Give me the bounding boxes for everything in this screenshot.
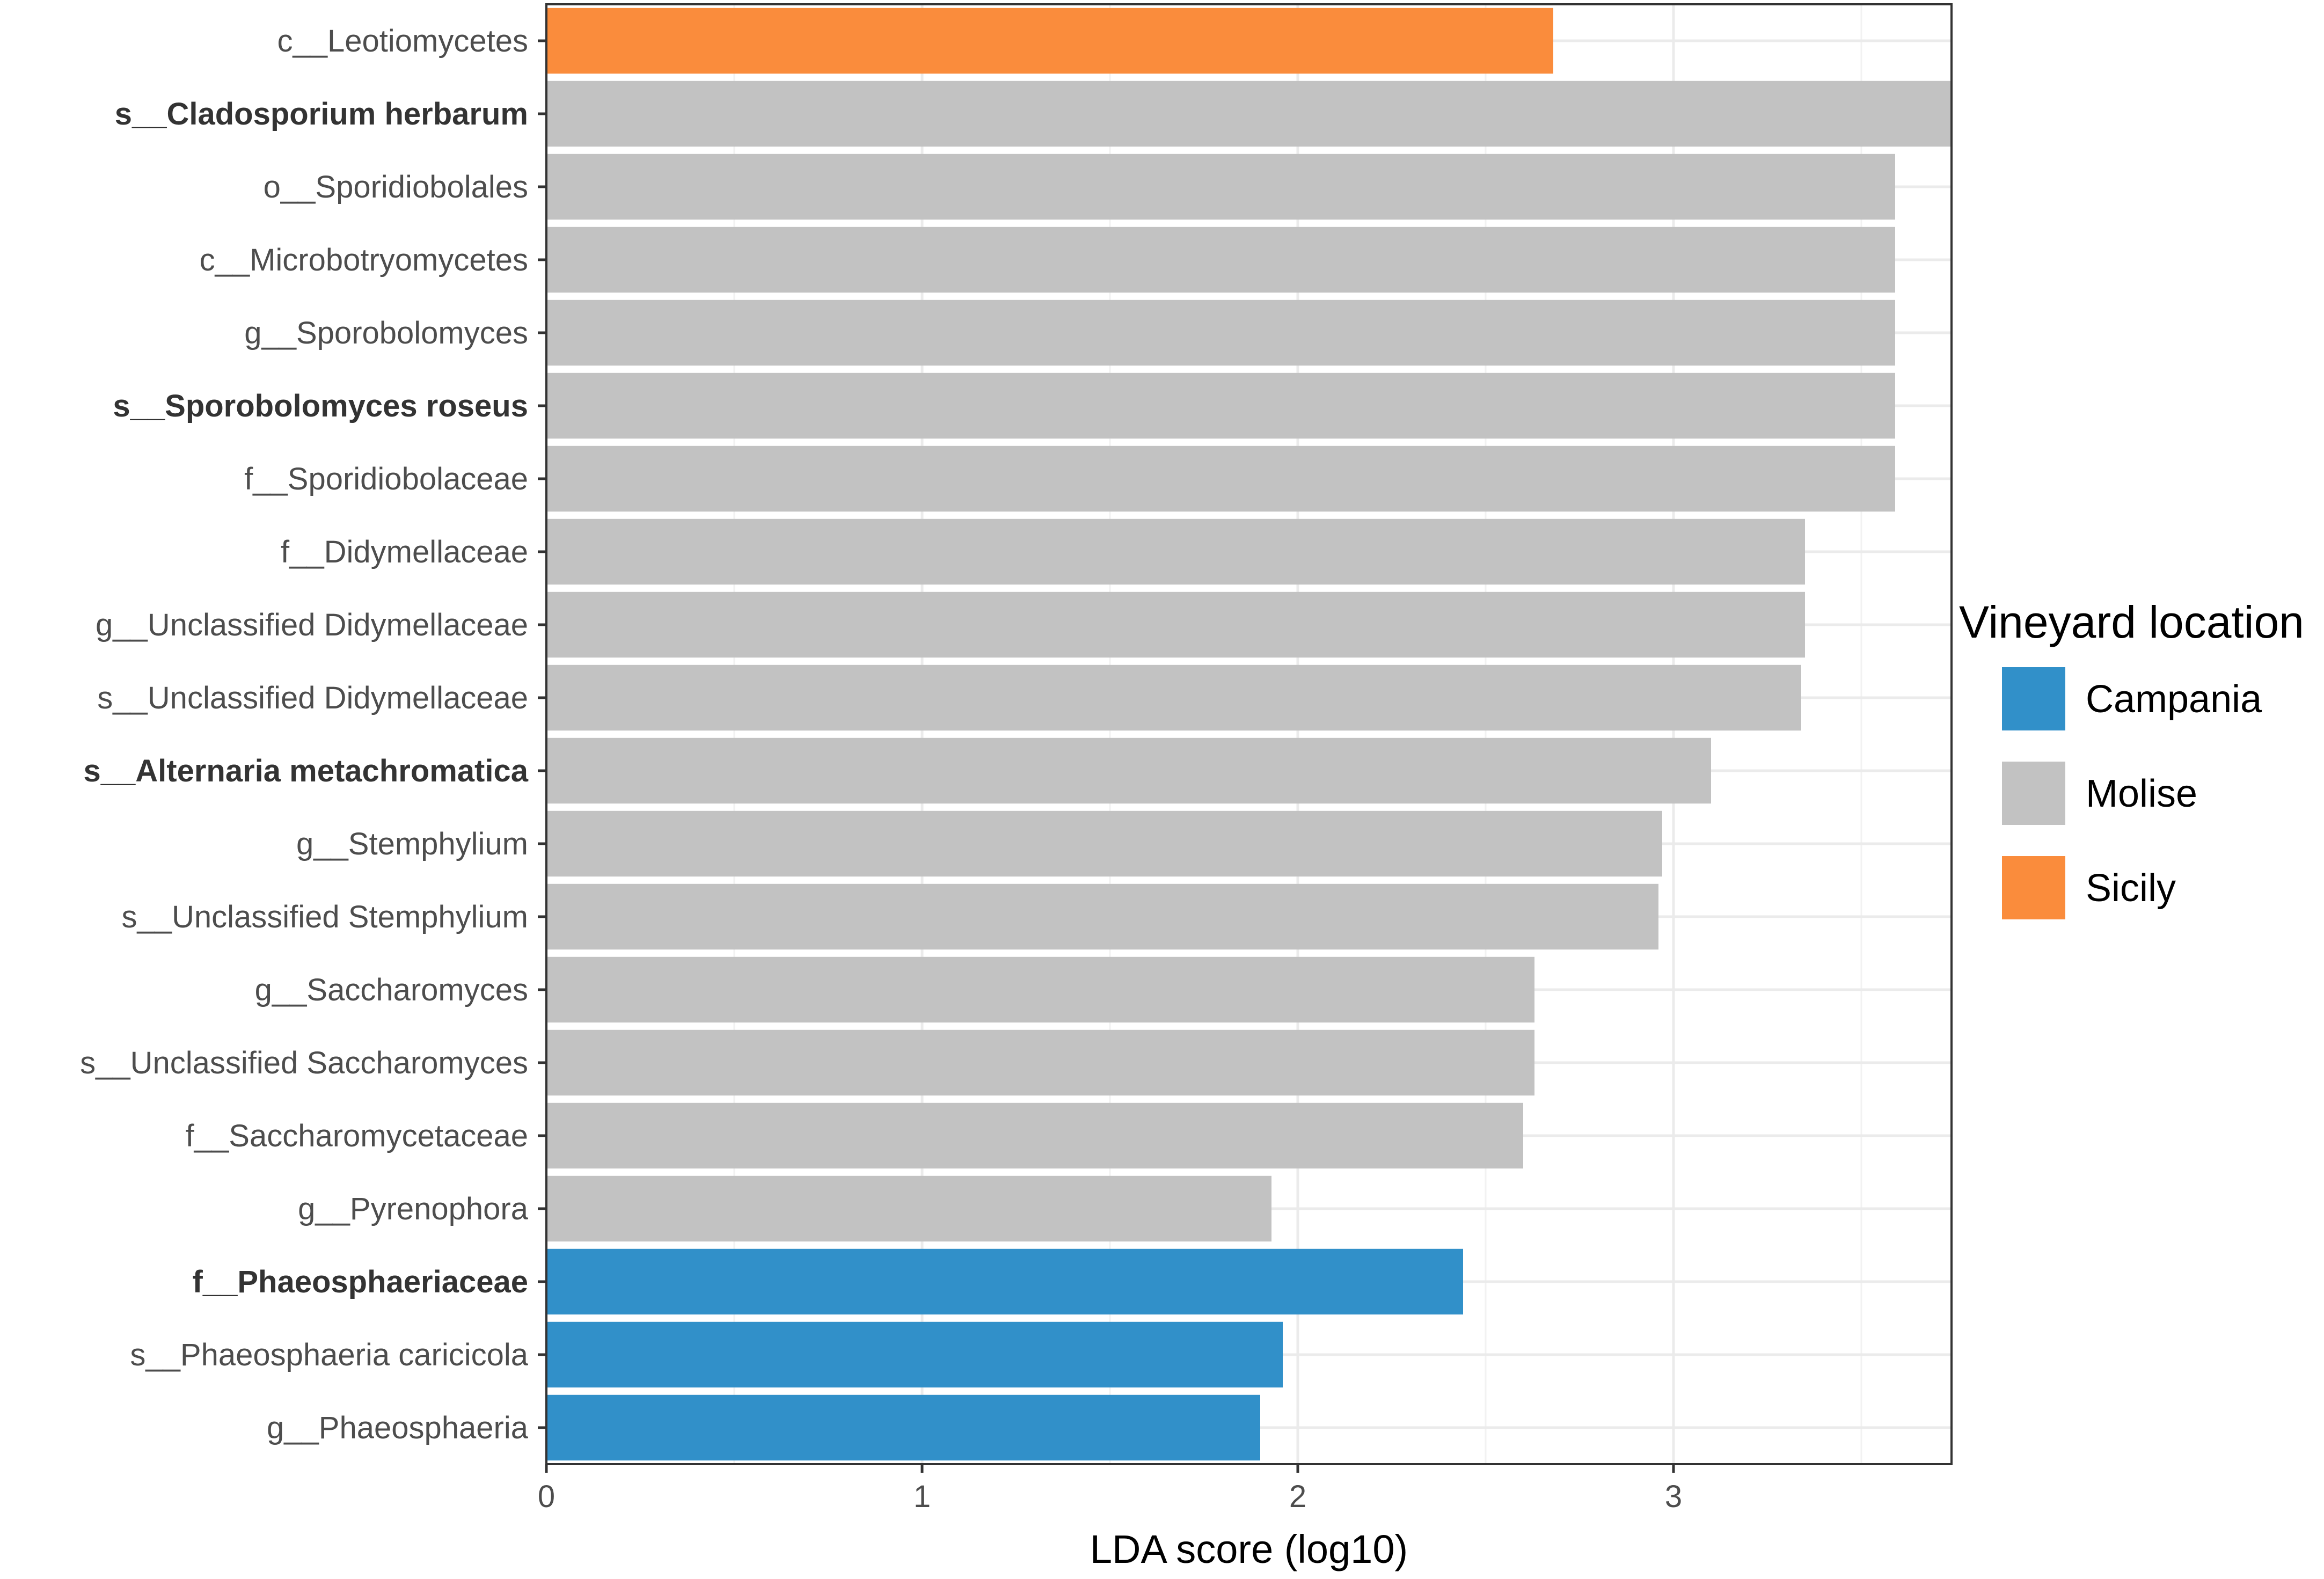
bar [546, 1029, 1534, 1096]
category-label: s__Unclassified Didymellaceae [97, 681, 528, 715]
bars [546, 8, 1952, 1461]
category-label: f__Saccharomycetaceae [186, 1119, 528, 1153]
x-axis-ticks: 0 1 2 3 [538, 1464, 1682, 1514]
x-tick-label: 2 [1289, 1479, 1306, 1514]
category-label: s__Unclassified Saccharomyces [80, 1046, 528, 1080]
category-label: g__Stemphylium [296, 827, 528, 861]
bar [546, 1175, 1271, 1242]
bar [546, 518, 1805, 585]
category-label: f__Phaeosphaeriaceae [193, 1264, 528, 1299]
category-label: f__Didymellaceae [281, 535, 528, 569]
legend-label: Campania [2086, 678, 2262, 721]
x-tick-label: 0 [538, 1479, 555, 1514]
category-label: g__Pyrenophora [298, 1191, 529, 1226]
category-label: s__Alternaria metachromatica [83, 754, 528, 788]
bar [546, 883, 1658, 950]
legend-entries: Campania Molise Sicily [2002, 667, 2262, 919]
category-labels: c__Leotiomycetes s__Cladosporium herbarum… [80, 24, 546, 1445]
bar [546, 299, 1895, 366]
legend-title: Vineyard location [1959, 597, 2304, 647]
category-label: f__Sporidiobolaceae [244, 462, 528, 496]
category-label: g__Sporobolomyces [244, 316, 528, 350]
x-tick-label: 3 [1665, 1479, 1682, 1514]
bar [546, 664, 1801, 731]
legend-swatch [2002, 762, 2065, 825]
category-label: g__Phaeosphaeria [267, 1410, 529, 1445]
x-axis-title: LDA score (log10) [1090, 1527, 1408, 1571]
bar [546, 737, 1711, 804]
bar [546, 956, 1534, 1023]
plot-background [546, 4, 1952, 1464]
bar [546, 1102, 1523, 1169]
bar [546, 372, 1895, 439]
category-label: s__Sporobolomyces roseus [113, 389, 528, 423]
legend-label: Sicily [2086, 867, 2176, 910]
category-label: c__Microbotryomycetes [200, 243, 528, 277]
category-label: g__Saccharomyces [255, 973, 528, 1007]
bar [546, 81, 1952, 147]
category-label: o__Sporidiobolales [264, 170, 528, 204]
bar [546, 1321, 1283, 1388]
legend-swatch [2002, 856, 2065, 919]
bar [546, 1394, 1260, 1461]
x-tick-label: 1 [913, 1479, 931, 1514]
category-label: s__Cladosporium herbarum [115, 97, 528, 131]
category-label: c__Leotiomycetes [277, 24, 528, 59]
bar [546, 591, 1805, 658]
plot-border [545, 3, 1953, 1465]
category-label: g__Unclassified Didymellaceae [96, 608, 528, 642]
legend-label: Molise [2086, 772, 2197, 815]
legend: Vineyard location Campania Molise Sicily [1959, 597, 2304, 919]
bar [546, 153, 1895, 220]
bar [546, 445, 1895, 512]
category-label: s__Unclassified Stemphylium [121, 900, 528, 934]
bar [546, 226, 1895, 293]
bar [546, 1248, 1463, 1315]
bar [546, 8, 1553, 74]
bar [546, 810, 1662, 877]
category-label: s__Phaeosphaeria caricicola [130, 1337, 528, 1372]
legend-swatch [2002, 667, 2065, 730]
